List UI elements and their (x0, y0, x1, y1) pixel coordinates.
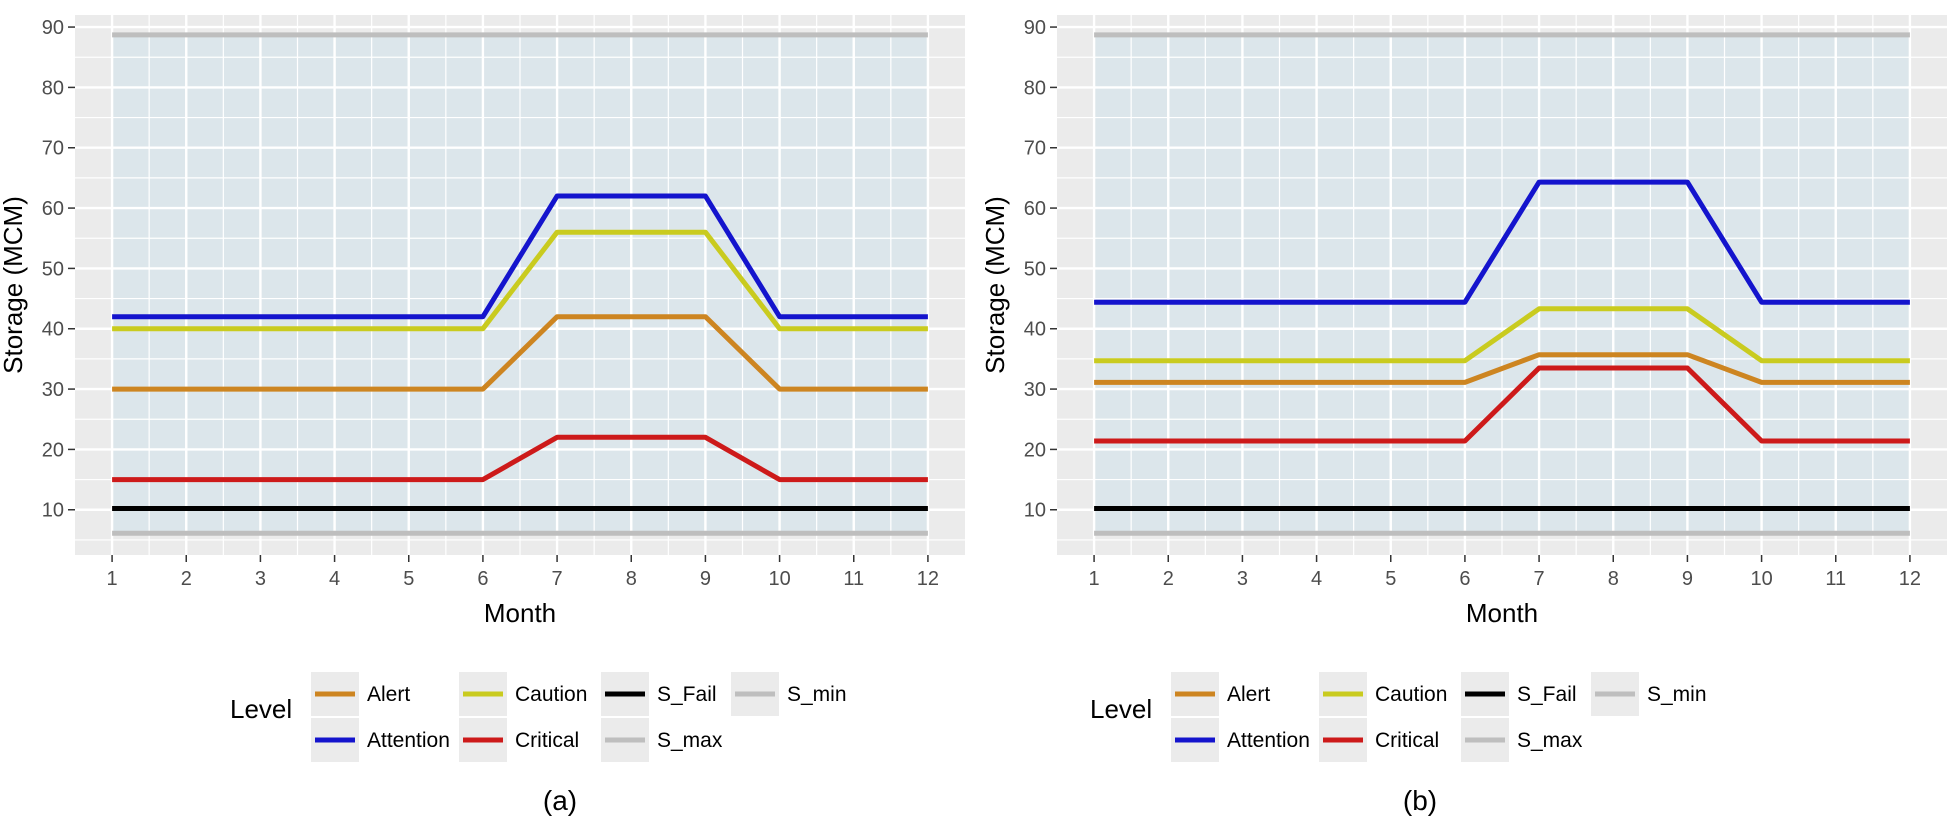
legend-label-attention: Attention (1227, 729, 1310, 752)
y-tick-label: 20 (1024, 439, 1046, 461)
legend: Level Alert Attention Caution Critical S_Fail… (1090, 672, 1707, 762)
series-line-caution (112, 229, 928, 332)
panel-label: (b) (1403, 785, 1437, 816)
series-line-caution (1094, 306, 1910, 364)
x-tick-label: 1 (107, 568, 118, 590)
y-tick-label: 10 (42, 500, 64, 522)
x-tick-label: 8 (1608, 568, 1619, 590)
legend-label-caution: Caution (1375, 683, 1447, 706)
y-tick-label: 90 (1024, 17, 1046, 39)
y-tick-label: 60 (42, 198, 64, 220)
x-tick-label: 5 (403, 568, 414, 590)
legend-label-critical: Critical (515, 729, 579, 752)
x-tick-label: 3 (1237, 568, 1248, 590)
panel-label: (a) (543, 785, 577, 816)
legend-label-s-max: S_max (1517, 729, 1583, 752)
x-axis-title: Month (1466, 598, 1538, 628)
legend-label-critical: Critical (1375, 729, 1439, 752)
series-line-attention (1094, 179, 1910, 305)
series-line-critical (1094, 365, 1910, 444)
y-tick-label: 60 (1024, 198, 1046, 220)
x-tick-label: 1 (1089, 568, 1100, 590)
x-tick-label: 4 (1311, 568, 1322, 590)
x-tick-label: 6 (1459, 568, 1470, 590)
series-line-alert (1094, 352, 1910, 385)
x-tick-label: 2 (1163, 568, 1174, 590)
x-tick-label: 7 (1534, 568, 1545, 590)
x-tick-label: 11 (843, 568, 864, 590)
y-tick-label: 30 (1024, 379, 1046, 401)
legend-label-s-max: S_max (657, 729, 723, 752)
x-tick-label: 7 (552, 568, 563, 590)
legend-label-alert: Alert (1227, 683, 1270, 706)
legend-title: Level (230, 694, 292, 724)
series-line-attention (112, 193, 928, 320)
series-line-critical (112, 434, 928, 483)
x-tick-label: 4 (329, 568, 340, 590)
x-tick-label: 10 (768, 568, 790, 590)
y-tick-label: 70 (42, 138, 64, 160)
x-tick-label: 12 (1899, 568, 1921, 590)
legend: Level Alert Attention Caution Critical S_Fail… (230, 672, 847, 762)
x-tick-label: 12 (917, 568, 939, 590)
x-axis-title: Month (484, 598, 556, 628)
x-tick-label: 3 (255, 568, 266, 590)
y-axis-title: Storage (MCM) (0, 196, 28, 374)
legend-label-attention: Attention (367, 729, 450, 752)
y-tick-label: 40 (42, 319, 64, 341)
y-tick-label: 50 (42, 258, 64, 280)
x-tick-label: 10 (1750, 568, 1772, 590)
x-tick-label: 5 (1385, 568, 1396, 590)
x-tick-label: 9 (1682, 568, 1693, 590)
y-tick-label: 10 (1024, 500, 1046, 522)
legend-label-s-fail: S_Fail (1517, 683, 1577, 706)
x-tick-label: 11 (1825, 568, 1846, 590)
y-tick-label: 90 (42, 17, 64, 39)
legend-label-s-fail: S_Fail (657, 683, 717, 706)
x-tick-label: 9 (700, 568, 711, 590)
y-tick-label: 50 (1024, 258, 1046, 280)
y-axis-title: Storage (MCM) (980, 196, 1010, 374)
y-tick-label: 30 (42, 379, 64, 401)
legend-label-alert: Alert (367, 683, 410, 706)
legend-label-s-min: S_min (787, 683, 847, 706)
x-tick-label: 8 (626, 568, 637, 590)
x-tick-label: 6 (477, 568, 488, 590)
y-tick-label: 40 (1024, 319, 1046, 341)
y-tick-label: 20 (42, 439, 64, 461)
legend-label-caution: Caution (515, 683, 587, 706)
y-tick-label: 80 (42, 77, 64, 99)
y-tick-label: 80 (1024, 77, 1046, 99)
x-tick-label: 2 (181, 568, 192, 590)
legend-label-s-min: S_min (1647, 683, 1707, 706)
legend-title: Level (1090, 694, 1152, 724)
y-tick-label: 70 (1024, 138, 1046, 160)
series-line-alert (112, 314, 928, 392)
